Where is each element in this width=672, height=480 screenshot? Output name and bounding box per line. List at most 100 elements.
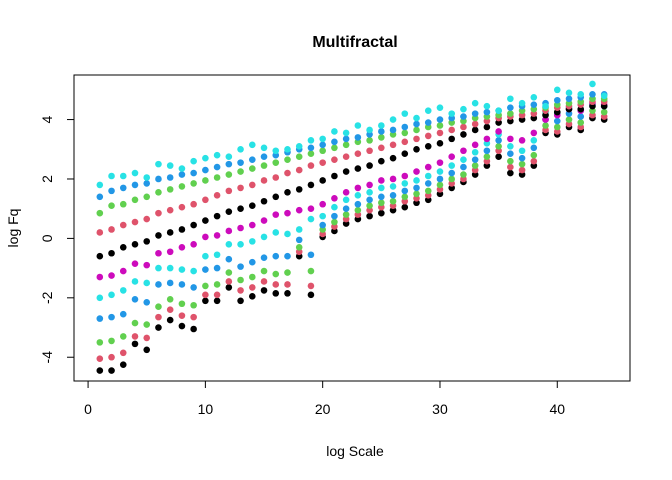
x-tick-label: 40 bbox=[549, 401, 565, 417]
data-point bbox=[424, 119, 432, 126]
data-point bbox=[307, 144, 315, 152]
data-point bbox=[366, 212, 373, 220]
data-point bbox=[331, 203, 338, 211]
data-point bbox=[119, 287, 127, 294]
data-point bbox=[401, 172, 409, 180]
data-point bbox=[401, 129, 409, 137]
data-point bbox=[319, 147, 326, 155]
data-point bbox=[389, 141, 397, 149]
data-point bbox=[178, 281, 186, 288]
data-point bbox=[378, 177, 385, 184]
data-point bbox=[96, 181, 104, 189]
data-point bbox=[366, 162, 373, 169]
data-point bbox=[190, 284, 197, 291]
data-point bbox=[213, 251, 221, 259]
data-point bbox=[354, 150, 362, 158]
data-point bbox=[354, 165, 362, 172]
data-point bbox=[131, 260, 139, 267]
data-point bbox=[424, 163, 432, 171]
data-point bbox=[202, 177, 209, 184]
data-point bbox=[178, 165, 186, 172]
data-point bbox=[483, 147, 491, 155]
data-point bbox=[307, 291, 315, 299]
data-point bbox=[155, 324, 162, 331]
data-point bbox=[131, 196, 139, 204]
data-point bbox=[225, 278, 233, 285]
data-point bbox=[436, 159, 444, 166]
data-point bbox=[131, 241, 139, 248]
data-point bbox=[166, 306, 174, 313]
data-point bbox=[401, 180, 409, 187]
data-point bbox=[530, 129, 538, 137]
data-point bbox=[202, 252, 209, 260]
data-point bbox=[342, 129, 350, 137]
data-point bbox=[530, 93, 538, 101]
data-point bbox=[108, 291, 115, 299]
data-point bbox=[166, 264, 174, 272]
x-tick-label: 0 bbox=[84, 401, 92, 417]
data-point bbox=[331, 138, 338, 146]
data-point bbox=[284, 156, 291, 163]
data-point bbox=[366, 189, 373, 196]
data-point bbox=[460, 171, 467, 178]
data-point bbox=[166, 186, 174, 193]
data-point bbox=[260, 278, 268, 285]
data-point bbox=[248, 238, 256, 245]
data-point bbox=[108, 226, 115, 233]
data-point bbox=[436, 168, 444, 175]
data-point bbox=[378, 193, 385, 201]
data-point bbox=[202, 266, 209, 273]
data-point bbox=[342, 205, 350, 212]
data-point bbox=[378, 157, 385, 165]
data-point bbox=[108, 367, 115, 374]
data-point bbox=[424, 187, 432, 195]
data-point bbox=[331, 172, 338, 180]
data-point bbox=[248, 258, 256, 266]
data-point bbox=[495, 128, 502, 135]
data-point bbox=[448, 126, 456, 134]
data-point bbox=[401, 203, 409, 211]
data-point bbox=[202, 217, 209, 224]
data-point bbox=[553, 86, 561, 94]
data-point bbox=[424, 107, 432, 114]
data-point bbox=[577, 119, 585, 126]
data-point bbox=[178, 266, 186, 273]
data-point bbox=[272, 147, 280, 155]
data-point bbox=[295, 226, 303, 233]
data-point bbox=[190, 267, 197, 275]
data-point bbox=[565, 116, 573, 123]
data-point bbox=[190, 241, 197, 248]
data-point bbox=[436, 104, 444, 111]
data-point bbox=[307, 215, 315, 223]
data-point bbox=[155, 313, 162, 321]
data-point bbox=[495, 137, 502, 144]
data-point bbox=[190, 169, 197, 177]
data-point bbox=[460, 113, 467, 120]
data-point bbox=[225, 153, 233, 160]
data-point bbox=[248, 181, 256, 189]
data-point bbox=[166, 229, 174, 236]
data-point bbox=[96, 315, 104, 322]
data-point bbox=[378, 122, 385, 129]
data-point bbox=[331, 212, 338, 220]
y-tick-label: -4 bbox=[39, 351, 55, 364]
data-point bbox=[331, 194, 338, 202]
data-point bbox=[436, 122, 444, 129]
data-point bbox=[436, 129, 444, 137]
data-point bbox=[366, 196, 373, 204]
data-point bbox=[260, 197, 268, 205]
data-point bbox=[272, 211, 280, 218]
data-point bbox=[155, 160, 162, 168]
data-point bbox=[96, 273, 104, 281]
data-point bbox=[319, 141, 326, 149]
data-point bbox=[413, 126, 420, 134]
data-point bbox=[518, 137, 526, 144]
data-point bbox=[155, 175, 162, 183]
data-point bbox=[131, 340, 139, 348]
data-point bbox=[190, 221, 197, 229]
data-point bbox=[507, 104, 514, 111]
data-point bbox=[471, 148, 479, 156]
data-point bbox=[542, 122, 549, 129]
data-point bbox=[260, 254, 268, 262]
data-point bbox=[155, 281, 162, 288]
